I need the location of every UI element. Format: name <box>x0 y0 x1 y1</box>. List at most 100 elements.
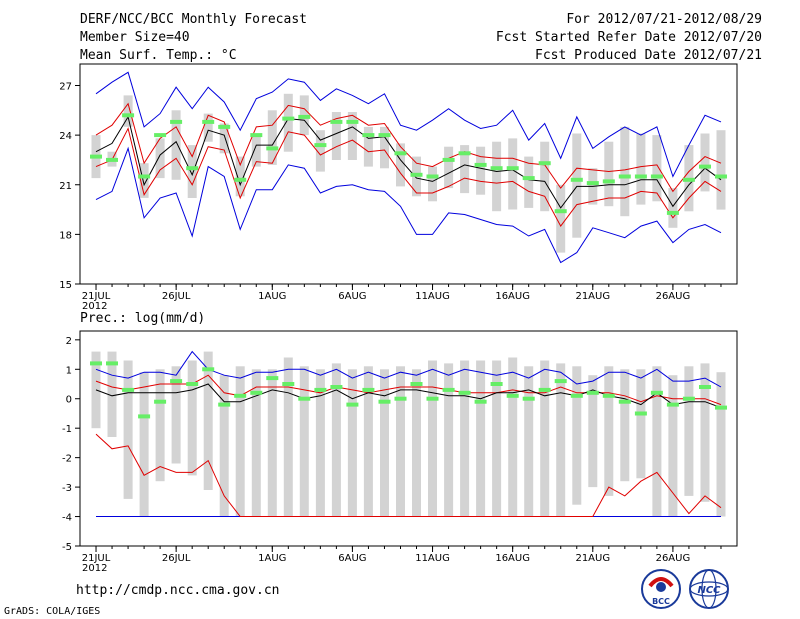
panel1-median-35 <box>634 174 647 179</box>
panel2-box-25 <box>476 360 486 517</box>
panel1-median-19 <box>378 133 391 138</box>
panel2-median-22 <box>426 396 439 401</box>
panel2-median-30 <box>554 379 567 384</box>
panel1-box-19 <box>380 126 389 169</box>
panel1-box-13 <box>283 93 293 152</box>
source-url[interactable]: http://cmdp.ncc.cma.gov.cn <box>76 583 280 598</box>
panel2-box-36 <box>652 366 662 517</box>
panel2-median-2 <box>106 361 118 366</box>
panel1-median-2 <box>106 157 118 162</box>
panel1-box-29 <box>540 141 550 212</box>
panel1-ytick-label: 27 <box>59 82 72 93</box>
panel2-box-32 <box>588 375 598 488</box>
panel2-frame <box>79 330 738 547</box>
panel2-box-26 <box>492 360 502 517</box>
panel2-ytick-label: -2 <box>62 454 72 465</box>
panel1-frame <box>79 63 738 285</box>
panel2-xtick-label: 21AUG <box>575 553 610 564</box>
panel2-median-12 <box>266 376 279 381</box>
panel2-median-6 <box>170 379 183 384</box>
panel2-mean-line <box>95 383 722 409</box>
panel1-box-24 <box>460 145 470 194</box>
panel2-box-17 <box>347 369 357 517</box>
panel2-median-11 <box>250 390 263 395</box>
chart-title: DERF/NCC/BCC Monthly Forecast <box>80 12 307 27</box>
panel1-upper-spread-line <box>95 102 722 193</box>
panel1-median-7 <box>186 166 199 171</box>
panel1-max-line <box>95 71 722 178</box>
panel2-box-3 <box>123 360 133 499</box>
panel2-median-20 <box>394 396 407 401</box>
panel1-box-3 <box>123 95 133 127</box>
panel2-median-26 <box>490 382 503 386</box>
panel2-box-2 <box>107 351 117 437</box>
panel1-median-1 <box>90 154 102 159</box>
panel1-median-36 <box>650 174 663 179</box>
panel2-median-8 <box>202 367 215 372</box>
panel1-median-32 <box>586 181 599 186</box>
panel1-box-20 <box>396 143 405 187</box>
panel2-box-35 <box>636 369 646 479</box>
panel2-median-39 <box>699 385 711 389</box>
panel1-median-4 <box>138 174 151 179</box>
panel1-median-27 <box>506 166 519 171</box>
panel1-median-37 <box>666 210 679 215</box>
panel2-box-11 <box>251 369 261 517</box>
bcc-logo-icon: BCC <box>641 569 681 609</box>
panel1-xtick-label: 16AUG <box>495 291 530 302</box>
panel1-xtick-label: 26JUL <box>162 291 191 302</box>
panel2-box-28 <box>524 366 534 517</box>
panel1-median-30 <box>554 209 567 214</box>
panel1-median-14 <box>298 114 311 119</box>
panel2-box-4 <box>139 372 149 517</box>
panel2-box-7 <box>187 360 197 476</box>
panel2-median-5 <box>154 399 167 404</box>
panel2-year-label: 2012 <box>82 563 107 574</box>
panel1-mean-line <box>95 115 722 209</box>
panel1-ytick-label: 24 <box>59 131 72 142</box>
panel1-box-5 <box>155 138 165 179</box>
panel1-median-24 <box>458 151 471 156</box>
panel2-box-15 <box>315 369 325 517</box>
panel1-box-40 <box>716 130 726 210</box>
panel2-median-38 <box>682 396 695 401</box>
panel1-box-17 <box>347 112 357 160</box>
panel2-box-20 <box>396 366 405 517</box>
panel1-box-26 <box>492 141 502 212</box>
panel2-median-32 <box>586 390 599 395</box>
panel2-box-8 <box>203 351 213 490</box>
panel2-median-31 <box>570 393 583 398</box>
panel2-median-21 <box>410 382 423 386</box>
panel1-box-33 <box>604 141 614 207</box>
refer-date-label: Fcst Started Refer Date 2012/07/20 <box>495 30 762 45</box>
panel2-xtick-label: 11AUG <box>415 553 450 564</box>
panel2-median-23 <box>442 387 455 392</box>
panel1-xtick-label: 1AUG <box>258 291 286 302</box>
panel1-median-12 <box>266 146 279 151</box>
panel1-box-12 <box>267 110 277 165</box>
panel1-box-39 <box>700 133 710 192</box>
panel1-box-35 <box>636 133 646 205</box>
panel2-ytick-label: -3 <box>62 483 72 494</box>
panel1-median-29 <box>538 161 551 166</box>
panel2-xtick-label: 26AUG <box>656 553 691 564</box>
panel1-box-11 <box>251 133 261 167</box>
panel2-xtick-label: 6AUG <box>338 553 366 564</box>
panel1-median-23 <box>442 157 455 162</box>
panel2-median-4 <box>138 414 151 419</box>
panel2-median-34 <box>618 399 631 404</box>
panel2-ytick-label: -5 <box>62 542 72 553</box>
panel1-box-4 <box>139 163 149 198</box>
panel1-median-34 <box>618 174 631 179</box>
panel1-box-15 <box>315 130 325 172</box>
panel2-xtick-label: 16AUG <box>495 553 530 564</box>
panel1-box-36 <box>652 135 662 202</box>
panel1-xtick-label: 21JUL <box>82 291 111 302</box>
panel1-min-line <box>95 146 722 264</box>
panel1-median-16 <box>330 119 343 124</box>
panel1-box-10 <box>235 156 245 197</box>
panel1-median-11 <box>250 133 263 138</box>
panel1-box-18 <box>363 126 373 167</box>
panel1-median-5 <box>154 133 167 138</box>
panel1-lower-spread-line <box>95 127 722 228</box>
